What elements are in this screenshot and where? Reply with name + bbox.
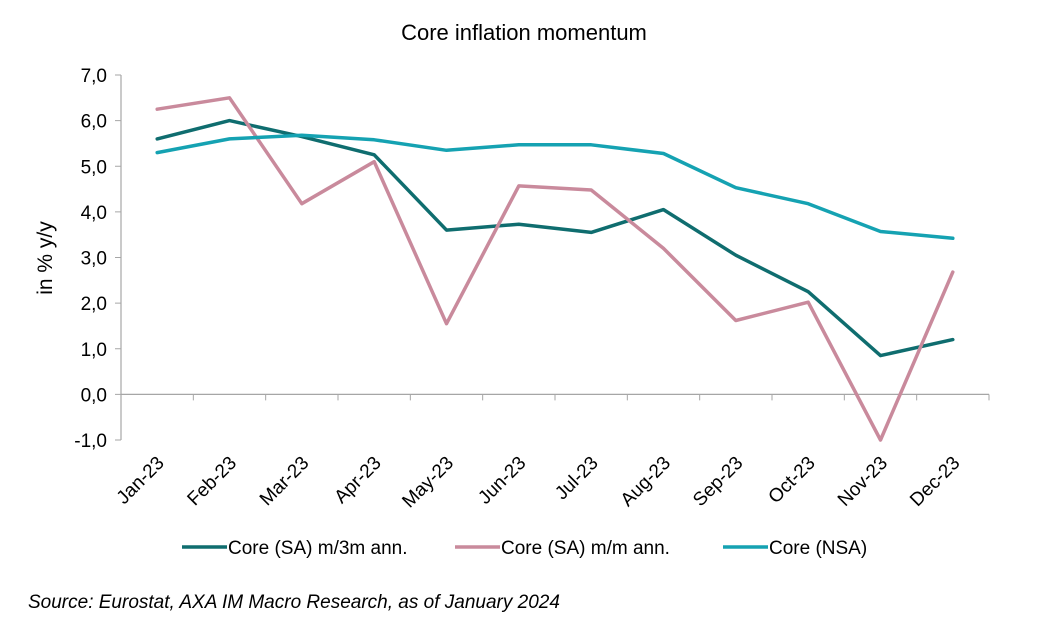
x-tick-label: May-23 [398, 453, 458, 513]
y-tick-label: 2,0 [81, 294, 107, 315]
y-axis-ticks: -1,0 0,0 1,0 2,0 3,0 4,0 5,0 6,0 7,0 [74, 66, 121, 452]
series-line-1 [155, 118, 955, 358]
y-tick-label: 7,0 [81, 66, 107, 87]
source-note: Source: Eurostat, AXA IM Macro Research,… [28, 592, 560, 613]
x-tick-label: Jun-23 [474, 453, 530, 509]
x-axis-ticks: Jan-23 Feb-23 Mar-23 Apr-23 May-23 Jun-23 Jul-… [113, 453, 965, 513]
y-tick-label: 6,0 [81, 112, 107, 133]
chart-title: Core inflation momentum [401, 20, 647, 45]
legend-label-1: Core (SA) m/3m ann. [228, 538, 408, 559]
y-tick-label: 0,0 [81, 385, 107, 406]
y-tick-label: 1,0 [81, 340, 107, 361]
x-tick-label: Oct-23 [765, 453, 820, 508]
x-tick-label: Nov-23 [834, 453, 892, 511]
x-tick-label: Sep-23 [689, 453, 747, 511]
y-tick-label: 3,0 [81, 249, 107, 270]
x-tick-label: Dec-23 [906, 453, 964, 511]
y-axis-label: in % y/y [34, 221, 57, 295]
y-tick-label: -1,0 [74, 431, 107, 452]
x-tick-label: Feb-23 [184, 453, 241, 510]
y-tick-label: 4,0 [81, 203, 107, 224]
y-tick-label: 5,0 [81, 157, 107, 178]
x-tick-label: Apr-23 [331, 453, 386, 508]
series-line-3 [155, 133, 955, 241]
series-lines [155, 96, 955, 442]
legend-label-2: Core (SA) m/m ann. [501, 538, 670, 559]
x-tick-label: Jan-23 [113, 453, 169, 509]
legend-label-3: Core (NSA) [769, 538, 867, 559]
legend: Core (SA) m/3m ann. Core (SA) m/m ann. Cor… [182, 538, 867, 559]
axes [120, 75, 990, 440]
x-tick-label: Mar-23 [256, 453, 313, 510]
series-line-2 [155, 96, 955, 442]
x-tick-label: Aug-23 [617, 453, 675, 511]
x-tick-label: Jul-23 [551, 453, 602, 504]
